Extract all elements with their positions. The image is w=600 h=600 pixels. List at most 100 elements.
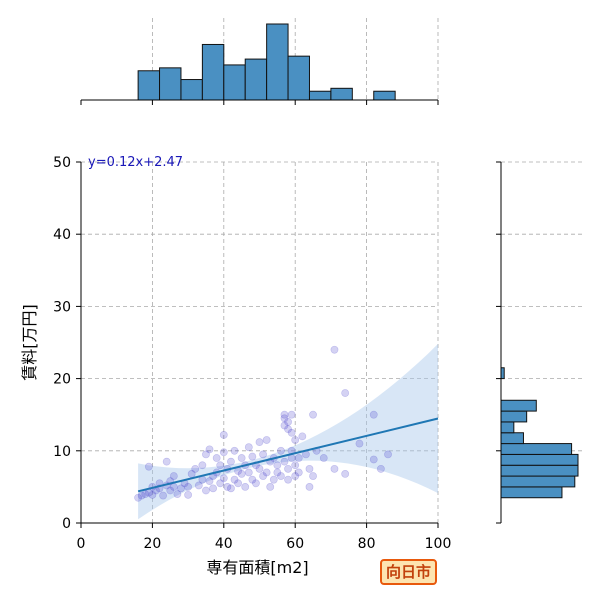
scatter-point xyxy=(319,454,328,462)
city-badge: 向日市 xyxy=(380,559,438,585)
scatter-point xyxy=(266,482,275,491)
scatter-point xyxy=(259,472,267,480)
right-hist-bar xyxy=(500,421,515,434)
scatter-point xyxy=(184,490,192,499)
scatter-point xyxy=(162,457,171,466)
right-hist-bar xyxy=(500,453,579,466)
scatter-point xyxy=(205,477,214,486)
top-hist-bar xyxy=(308,90,332,101)
scatter-point xyxy=(287,410,296,419)
scatter-point xyxy=(341,389,350,397)
y-tick-label: 30 xyxy=(53,299,71,315)
top-hist-bar xyxy=(373,90,396,101)
scatter-point xyxy=(148,490,157,499)
regression-line xyxy=(137,417,439,493)
scatter-point xyxy=(298,432,307,441)
main-grid xyxy=(81,161,439,523)
scatter-point xyxy=(227,457,235,466)
y-tick-label: 10 xyxy=(53,444,71,460)
scatter-point xyxy=(248,452,257,461)
scatter-point xyxy=(230,475,239,484)
right-hist-bar xyxy=(500,475,576,488)
top-hist-bar xyxy=(266,23,289,101)
scatter-point xyxy=(194,481,203,490)
y-tick-label: 20 xyxy=(53,372,71,388)
main-axes: 0 20 40 60 80 100 0 10 20 30 40 50 xyxy=(53,155,451,552)
right-hist-bar xyxy=(500,399,537,412)
top-hist-bar xyxy=(137,70,161,101)
top-hist-bar xyxy=(223,64,246,101)
scatter-point xyxy=(277,472,285,480)
y-axis-title: 賃料[万円] xyxy=(20,304,39,381)
scatter-point xyxy=(369,455,378,464)
scatter-point xyxy=(216,479,225,488)
top-hist-bar xyxy=(201,43,225,101)
scatter-point xyxy=(223,482,232,491)
scatter-point xyxy=(341,470,350,478)
scatter-point xyxy=(376,464,385,473)
scatter-point xyxy=(284,475,292,484)
scatter-point xyxy=(137,491,146,500)
regression-equation: y=0.12x+2.47 xyxy=(88,155,183,170)
x-tick-label: 80 xyxy=(358,536,376,552)
scatter-point xyxy=(209,484,217,493)
right-marginal-histogram xyxy=(496,161,582,524)
scatter-point xyxy=(294,468,303,477)
scatter-point xyxy=(355,439,364,448)
scatter-point xyxy=(305,482,314,491)
scatter-point xyxy=(169,472,178,480)
scatter-point xyxy=(280,410,289,419)
scatter-point xyxy=(309,472,317,480)
scatter-point xyxy=(252,479,260,488)
scatter-point xyxy=(134,493,143,502)
x-tick-label: 40 xyxy=(215,536,233,552)
top-hist-bar xyxy=(244,58,268,101)
scatter-point xyxy=(202,486,210,495)
scatter-point xyxy=(309,410,317,419)
x-tick-label: 0 xyxy=(77,536,86,552)
y-tick-label: 40 xyxy=(53,227,71,243)
right-hist-bar xyxy=(500,432,524,445)
scatter-point xyxy=(144,462,153,471)
scatter-point xyxy=(166,486,175,495)
scatter-point xyxy=(280,457,289,466)
scatter-point xyxy=(227,484,235,493)
scatter-point xyxy=(291,472,300,480)
scatter-point xyxy=(248,475,257,484)
x-tick-label: 20 xyxy=(143,536,161,552)
scatter-point xyxy=(287,428,296,437)
x-axis-title: 専有面積[m2] xyxy=(206,558,308,577)
scatter-point xyxy=(330,345,339,354)
scatter-point xyxy=(294,454,303,462)
scatter-point xyxy=(202,450,210,459)
scatter-point xyxy=(244,443,253,452)
right-hist-bar xyxy=(500,464,579,477)
scatter-point xyxy=(284,425,292,434)
top-hist-bar xyxy=(180,79,203,101)
y-tick-label: 0 xyxy=(62,516,71,532)
scatter-point xyxy=(384,450,392,459)
scatter-point xyxy=(212,454,221,462)
scatter-point xyxy=(305,464,314,473)
scatter-point xyxy=(205,445,214,454)
scatter-point xyxy=(230,446,239,455)
scatter-point xyxy=(198,461,207,470)
scatter-point xyxy=(255,464,264,473)
scatter-point xyxy=(259,450,267,459)
scatter-point xyxy=(177,484,185,493)
y-tick-label: 50 xyxy=(53,155,71,171)
x-tick-label: 100 xyxy=(425,536,452,552)
scatter-point xyxy=(262,468,271,477)
scatter-point xyxy=(234,479,242,488)
scatter-point xyxy=(191,464,200,473)
scatter-point xyxy=(280,421,289,430)
scatter-point xyxy=(277,446,285,455)
right-hist-bar xyxy=(500,443,573,455)
scatter-point xyxy=(291,436,300,444)
top-marginal-histogram xyxy=(80,18,439,105)
confidence-band-layer xyxy=(138,343,438,520)
x-tick-label: 60 xyxy=(286,536,304,552)
scatter-points xyxy=(134,345,392,502)
scatter-point xyxy=(219,474,228,483)
